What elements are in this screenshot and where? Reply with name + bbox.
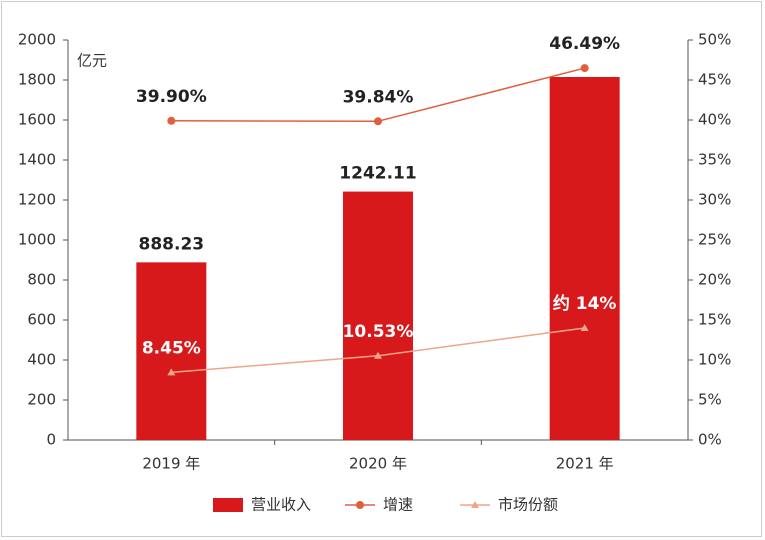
line-marker	[374, 117, 382, 126]
legend-label: 市场份额	[498, 496, 558, 514]
y-tick-label: 600	[27, 311, 56, 329]
x-tick-label: 2020 年	[349, 455, 407, 473]
value-label: 46.49%	[549, 34, 620, 54]
value-label: 39.90%	[136, 87, 207, 107]
bar	[136, 262, 207, 440]
y-tick-label: 2000	[18, 31, 56, 49]
y-tick-label: 800	[27, 271, 56, 289]
legend-swatch	[213, 498, 243, 512]
value-label: 888.23	[139, 234, 205, 254]
y-tick-label: 400	[27, 351, 56, 369]
value-label: 约 14%	[553, 293, 617, 314]
y2-tick-label: 45%	[698, 71, 731, 89]
y2-tick-label: 40%	[698, 111, 731, 129]
legend-label: 营业收入	[251, 496, 311, 514]
line-marker	[167, 116, 176, 125]
unit-label: 亿元	[77, 52, 107, 70]
legend-marker	[356, 501, 364, 509]
bar	[549, 77, 620, 440]
x-tick-label: 2021 年	[556, 455, 614, 473]
y-tick-label: 1200	[18, 191, 56, 209]
y-tick-label: 200	[27, 391, 56, 409]
y2-tick-label: 10%	[698, 351, 731, 369]
value-label: 1242.11	[339, 164, 416, 184]
value-label: 8.45%	[142, 338, 201, 358]
y2-tick-label: 20%	[698, 271, 731, 289]
value-label: 10.53%	[343, 322, 414, 342]
line-marker	[167, 368, 176, 376]
y2-tick-label: 0%	[698, 431, 722, 449]
y2-tick-label: 25%	[698, 231, 731, 249]
y2-tick-label: 5%	[698, 391, 722, 409]
y-tick-label: 1000	[18, 231, 56, 249]
legend-marker	[471, 501, 479, 508]
y2-tick-label: 15%	[698, 311, 731, 329]
line-marker	[580, 324, 589, 331]
y-tick-label: 0	[46, 431, 56, 449]
legend-label: 增速	[383, 496, 413, 514]
y-tick-label: 1400	[18, 151, 56, 169]
y2-tick-label: 30%	[698, 191, 731, 209]
line-marker	[374, 351, 382, 359]
bar	[343, 191, 413, 440]
y2-tick-label: 50%	[698, 31, 731, 49]
line-marker	[580, 64, 589, 73]
y-tick-label: 1600	[18, 111, 56, 129]
y-tick-label: 1800	[18, 71, 56, 89]
x-tick-label: 2019 年	[142, 455, 200, 473]
y2-tick-label: 35%	[698, 151, 731, 169]
value-label: 39.84%	[343, 87, 414, 107]
